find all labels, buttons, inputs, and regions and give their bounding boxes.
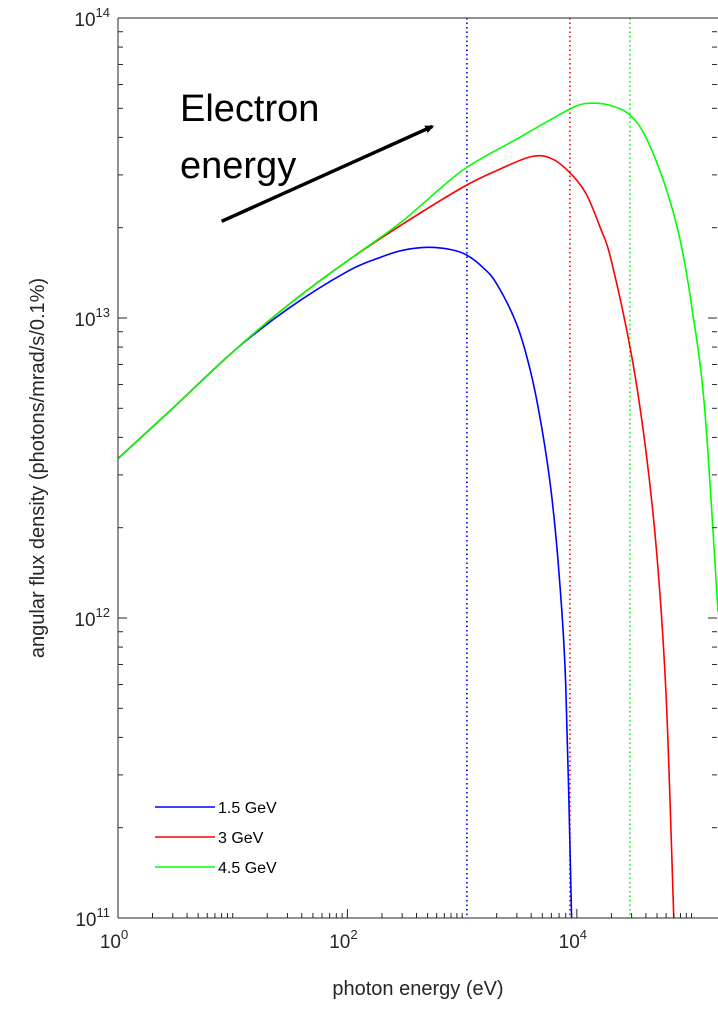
series-line <box>118 102 718 612</box>
annotation-text-line2: energy <box>180 145 296 187</box>
x-tick-label: 102 <box>329 927 357 953</box>
annotation-arrow <box>220 124 435 223</box>
y-tick-label: 1014 <box>74 5 110 31</box>
x-tick-label: 100 <box>100 927 128 953</box>
legend-label: 1.5 GeV <box>218 800 277 817</box>
legend: 1.5 GeV 3 GeV 4.5 GeV <box>145 792 325 894</box>
electron-energy-annotation: Electron energy <box>180 88 435 223</box>
x-axis-label: photon energy (eV) <box>332 978 503 1000</box>
spectrum-curves <box>118 102 718 918</box>
y-tick-label: 1013 <box>74 305 110 331</box>
y-tick-label: 1012 <box>74 605 110 631</box>
legend-label: 4.5 GeV <box>218 860 277 877</box>
y-axis-label: angular flux density (photons/mrad/s/0.1… <box>27 278 49 658</box>
y-tick-label: 1011 <box>75 905 110 931</box>
annotation-text-line1: Electron <box>180 88 319 130</box>
plot-background <box>118 18 718 918</box>
plot-area <box>117 17 718 919</box>
legend-box <box>145 792 325 894</box>
legend-label: 3 GeV <box>218 830 264 847</box>
x-tick-label: 104 <box>559 927 587 953</box>
series-line <box>118 246 573 918</box>
axis-ticks <box>117 17 717 919</box>
